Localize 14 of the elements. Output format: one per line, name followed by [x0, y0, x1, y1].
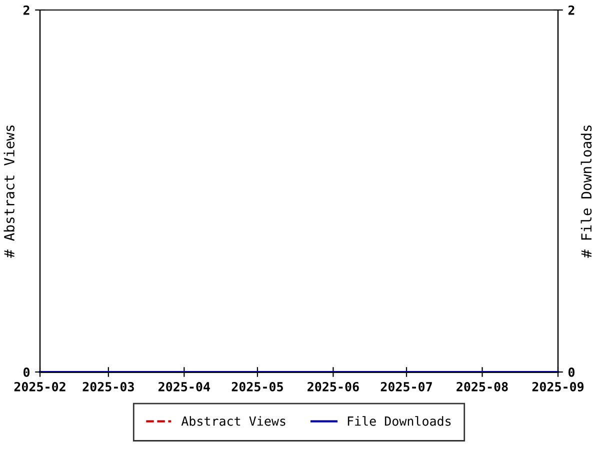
- x-tick-label: 2025-03: [82, 382, 134, 392]
- x-tick-label: 2025-06: [308, 382, 359, 392]
- x-tick-label: 2025-05: [232, 382, 283, 392]
- x-tick-label: 2025-09: [532, 382, 584, 392]
- legend-label: File Downloads: [348, 416, 451, 426]
- x-tick-label: 2025-04: [158, 382, 210, 392]
- y2-axis-title: # File Downloads: [580, 125, 592, 258]
- y2-tick-label: 2: [568, 5, 574, 15]
- x-tick-label: 2025-07: [380, 382, 432, 392]
- x-tick-label: 2025-08: [456, 382, 508, 392]
- y-axis-title: # Abstract Views: [4, 125, 15, 258]
- legend-label: Abstract Views: [181, 416, 286, 426]
- y2-tick-label: 0: [568, 367, 574, 377]
- x-tick-label: 2025-02: [14, 382, 66, 392]
